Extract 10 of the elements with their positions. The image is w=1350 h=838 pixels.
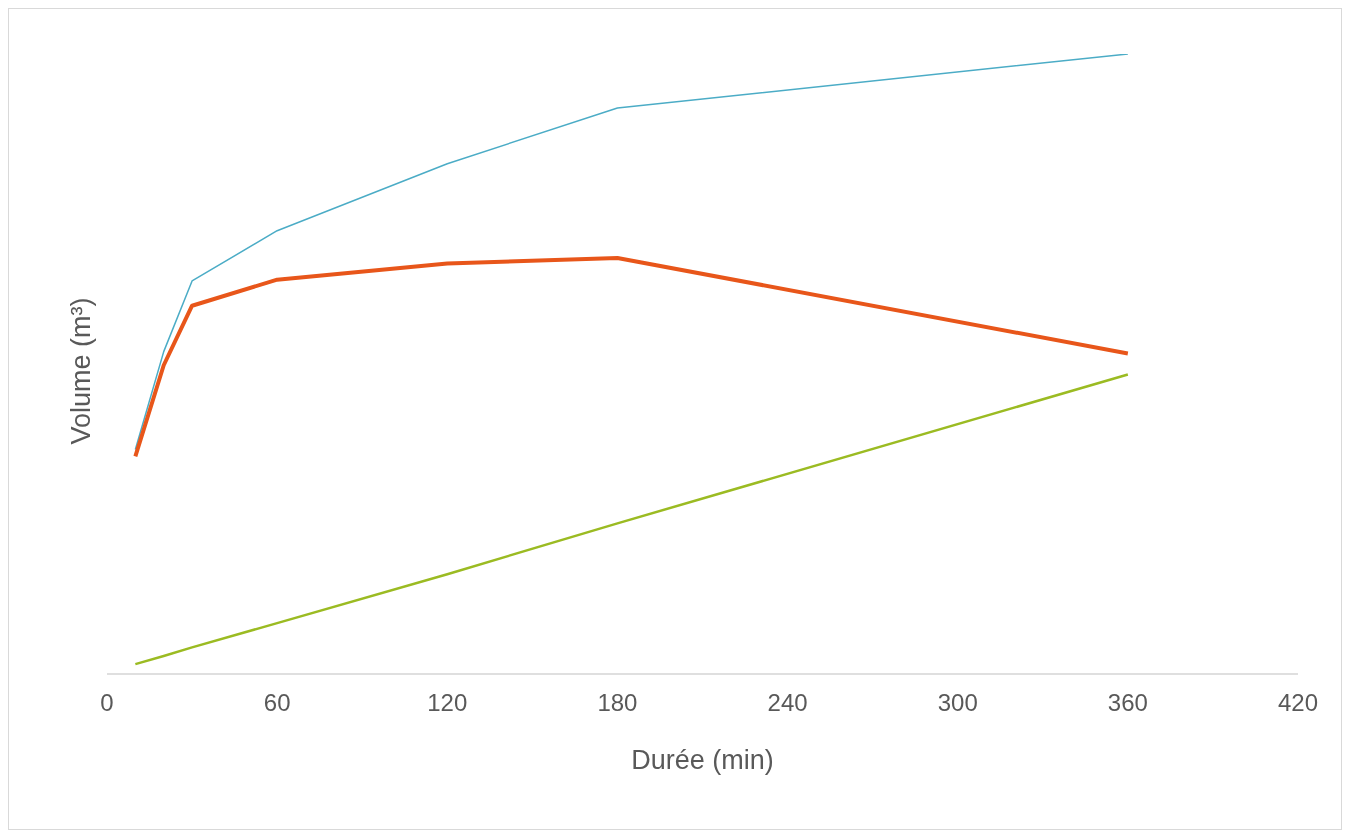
x-tick-label: 180 (597, 689, 638, 717)
x-tick-label: 60 (263, 689, 291, 717)
x-tick-label: 300 (937, 689, 978, 717)
x-tick-label: 360 (1107, 689, 1148, 717)
x-axis-title: Durée (min) (631, 745, 774, 775)
x-tick-label: 240 (767, 689, 808, 717)
x-tick-label: 120 (427, 689, 468, 717)
x-tick-label: 0 (100, 689, 114, 717)
x-tick-label: 420 (1277, 689, 1319, 717)
y-axis-title: Volume (m³) (65, 297, 97, 445)
